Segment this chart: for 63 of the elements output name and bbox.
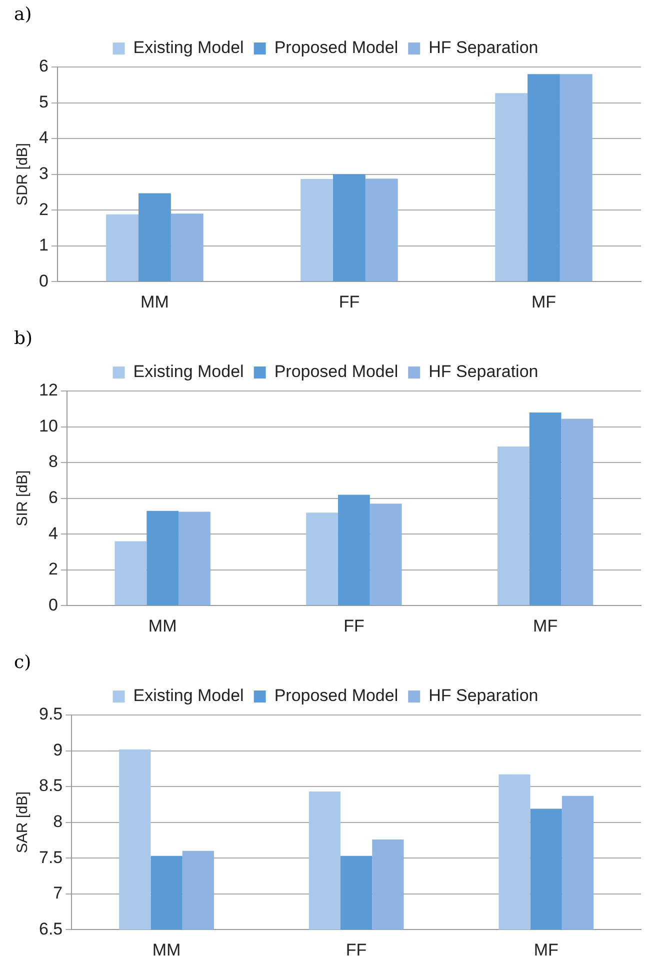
y-axis-title: SDR [dB] (14, 143, 32, 206)
x-tick-label: FF (344, 616, 364, 636)
bar (338, 494, 370, 606)
bar (561, 418, 594, 606)
bar (300, 178, 334, 282)
legend-label: HF Separation (428, 686, 538, 706)
y-tick-label: 3 (38, 164, 48, 183)
bar (365, 178, 398, 282)
x-tick-label: MF (534, 940, 558, 960)
y-tick-label: 4 (48, 524, 58, 543)
chart-title: c) (14, 652, 32, 673)
legend-label: Proposed Model (274, 362, 398, 382)
legend-label: Existing Model (133, 686, 244, 706)
y-tick-label: 0 (48, 595, 58, 614)
x-tick-label: MM (152, 940, 181, 960)
y-tick-label: 8 (53, 812, 63, 831)
bar (497, 446, 530, 606)
y-tick-label: 6.5 (38, 919, 63, 938)
y-tick-label: 6 (38, 56, 48, 76)
y-tick-label: 4 (38, 128, 48, 148)
y-tick-label: 0 (38, 271, 48, 290)
y-axis-title: SAR [dB] (14, 791, 32, 854)
y-tick-label: 9 (53, 740, 63, 760)
y-axis-title: SIR [dB] (14, 470, 32, 526)
bar (370, 504, 402, 606)
chart-title: b) (14, 328, 33, 349)
legend-label: HF Separation (428, 38, 538, 58)
x-tick-label: FF (346, 940, 367, 960)
y-tick-label: 7.5 (38, 848, 63, 867)
x-tick-label: MM (140, 292, 169, 312)
legend-label: HF Separation (428, 362, 538, 382)
y-tick-label: 5 (38, 92, 48, 112)
legend-label: Existing Model (133, 38, 244, 58)
bar (138, 193, 171, 282)
y-tick-label: 10 (38, 416, 58, 436)
x-tick-label: MF (531, 292, 556, 312)
legend-label: Proposed Model (274, 686, 398, 706)
bar (114, 541, 147, 606)
legend-label: Existing Model (133, 362, 244, 382)
bar (333, 174, 366, 282)
x-tick-label: FF (338, 292, 360, 312)
chart-title: a) (14, 4, 32, 25)
legend-label: Proposed Model (274, 38, 398, 58)
y-tick-label: 7 (53, 884, 63, 903)
y-tick-label: 1 (38, 236, 48, 255)
y-tick-label: 8 (48, 452, 58, 472)
y-tick-label: 2 (48, 560, 58, 579)
bar (306, 512, 338, 606)
y-tick-label: 9.5 (38, 704, 63, 724)
y-tick-label: 2 (38, 200, 48, 219)
x-tick-label: MF (533, 616, 558, 636)
x-tick-label: MM (148, 616, 177, 636)
y-tick-label: 12 (38, 380, 58, 400)
bar (178, 512, 210, 606)
bar (495, 93, 528, 282)
bar (528, 74, 560, 282)
y-tick-label: 8.5 (38, 776, 63, 796)
bar (560, 74, 592, 282)
bar (146, 510, 179, 606)
bar (529, 412, 562, 606)
bar (106, 214, 139, 282)
bar (170, 214, 204, 282)
y-tick-label: 6 (48, 488, 58, 507)
